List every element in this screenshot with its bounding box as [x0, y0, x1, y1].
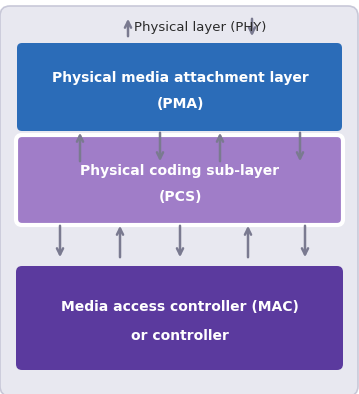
FancyBboxPatch shape	[17, 43, 342, 131]
Text: Media access controller (MAC): Media access controller (MAC)	[61, 300, 299, 314]
Text: Physical layer (PHY): Physical layer (PHY)	[134, 20, 266, 33]
Text: or controller: or controller	[131, 329, 229, 344]
FancyBboxPatch shape	[16, 266, 343, 370]
Text: (PCS): (PCS)	[158, 190, 202, 204]
Text: Physical media attachment layer: Physical media attachment layer	[52, 71, 308, 85]
Text: Physical coding sub-layer: Physical coding sub-layer	[80, 164, 280, 178]
FancyBboxPatch shape	[16, 135, 343, 225]
FancyBboxPatch shape	[0, 6, 358, 394]
Text: (PMA): (PMA)	[156, 97, 204, 111]
